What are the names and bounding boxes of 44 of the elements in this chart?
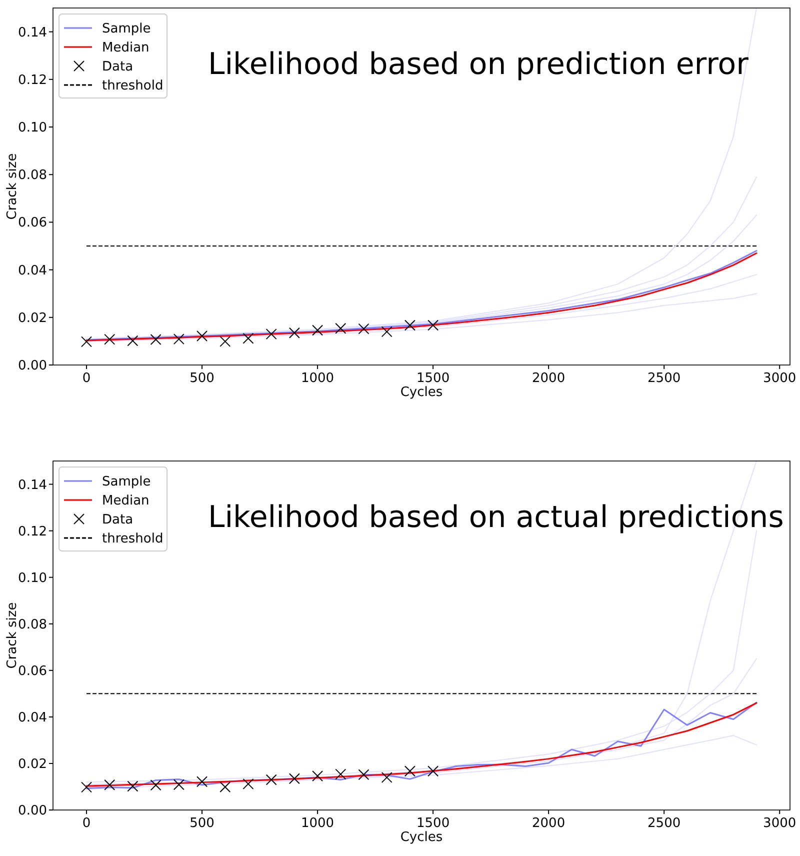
x-tick-label: 2000 <box>532 816 566 831</box>
x-tick-label: 2500 <box>648 371 681 386</box>
x-tick-label: 500 <box>190 816 214 831</box>
x-axis-title: Cycles <box>400 385 443 400</box>
y-tick-label: 0.10 <box>18 120 47 136</box>
y-tick-label: 0.08 <box>18 617 47 632</box>
y-tick-label: 0.08 <box>18 168 47 184</box>
x-tick-label: 2500 <box>648 816 681 831</box>
y-tick-label: 0.02 <box>18 756 47 772</box>
y-tick-label: 0.04 <box>18 710 47 726</box>
x-tick-label: 1000 <box>300 371 334 386</box>
legend-label: Median <box>102 40 150 56</box>
x-tick-label: 3000 <box>763 816 796 831</box>
y-tick-label: 0.10 <box>18 570 47 586</box>
legend-label: threshold <box>102 532 164 546</box>
x-tick-label: 1000 <box>300 816 334 831</box>
x-tick-label: 2000 <box>532 371 566 386</box>
legend-label: Data <box>102 512 134 528</box>
annotation: Likelihood based on prediction error <box>208 47 750 82</box>
y-tick-label: 0.02 <box>18 310 47 326</box>
y-axis-title: Crack size <box>5 153 20 220</box>
annotation: Likelihood based on actual predictions <box>208 500 784 535</box>
legend-label: threshold <box>102 78 164 94</box>
y-tick-label: 0.12 <box>18 524 47 540</box>
y-tick-label: 0.14 <box>18 25 47 40</box>
x-tick-label: 1500 <box>416 371 450 386</box>
y-tick-label: 0.14 <box>18 478 47 493</box>
x-tick-label: 0 <box>82 816 91 831</box>
y-tick-label: 0.04 <box>18 263 47 278</box>
x-axis-title: Cycles <box>400 830 443 845</box>
x-tick-label: 1500 <box>416 816 450 831</box>
y-axis-title: Crack size <box>5 602 20 669</box>
x-tick-label: 0 <box>82 371 91 386</box>
y-tick-label: 0.00 <box>18 358 47 374</box>
legend-label: Sample <box>102 474 151 490</box>
x-tick-label: 3000 <box>763 371 796 386</box>
legend-label: Data <box>102 60 134 74</box>
y-tick-label: 0.06 <box>18 664 47 679</box>
x-tick-label: 500 <box>190 371 214 386</box>
y-tick-label: 0.00 <box>18 804 47 818</box>
y-tick-label: 0.06 <box>18 216 47 231</box>
legend-label: Sample <box>102 22 151 36</box>
y-tick-label: 0.12 <box>18 72 47 88</box>
legend-label: Median <box>102 494 150 508</box>
